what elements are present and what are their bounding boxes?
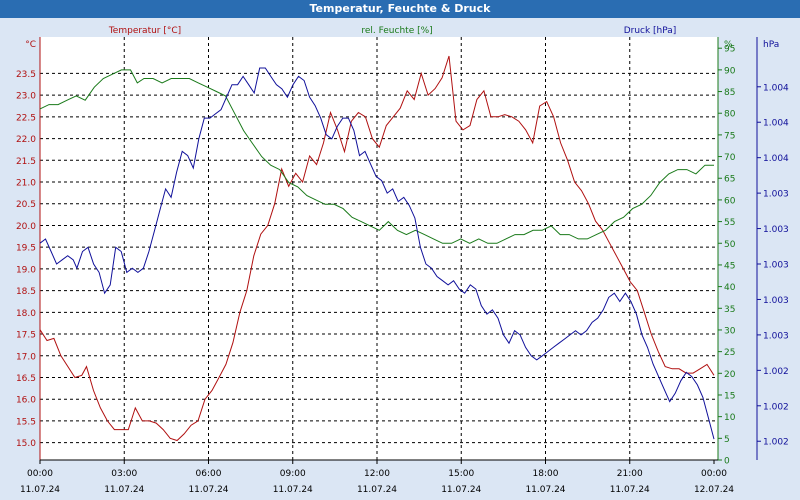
pressure-tick-label: 1.002	[763, 367, 789, 377]
humidity-axis-label: rel. Feuchte [%]	[361, 26, 432, 36]
pressure-tick-label: 1.004	[763, 119, 789, 129]
humidity-series-line	[39, 69, 714, 244]
humidity-tick-label: 30	[724, 326, 736, 336]
temperature-axis-label: Temperatur [°C]	[108, 26, 181, 36]
pressure-unit: hPa	[763, 40, 779, 50]
temperature-tick-label: 15.0	[16, 439, 36, 449]
humidity-tick-label: 25	[724, 348, 735, 358]
chart-title: Temperatur, Feuchte & Druck	[0, 0, 800, 18]
temperature-tick-label: 19.5	[16, 244, 36, 254]
temperature-tick-label: 21.0	[16, 179, 36, 189]
temperature-tick-label: 15.5	[16, 417, 36, 427]
x-tick-date: 11.07.24	[610, 485, 650, 495]
humidity-tick-label: 80	[724, 110, 736, 120]
x-tick-date: 11.07.24	[525, 485, 565, 495]
x-tick-time: 15:00	[448, 469, 474, 479]
humidity-tick-label: 55	[724, 218, 735, 228]
x-tick-date: 11.07.24	[273, 485, 313, 495]
humidity-tick-label: 65	[724, 175, 735, 185]
temperature-tick-label: 20.0	[16, 222, 36, 232]
x-tick-time: 00:00	[27, 469, 53, 479]
x-tick-time: 21:00	[617, 469, 643, 479]
pressure-axis-label: Druck [hPa]	[624, 26, 677, 36]
humidity-unit: %	[724, 40, 733, 50]
humidity-tick-label: 35	[724, 305, 735, 315]
x-tick-time: 12:00	[364, 469, 390, 479]
temperature-unit: °C	[25, 40, 36, 50]
temperature-tick-label: 21.5	[16, 157, 36, 167]
x-tick-date: 11.07.24	[441, 485, 481, 495]
humidity-tick-label: 40	[724, 283, 736, 293]
pressure-tick-label: 1.004	[763, 154, 789, 164]
humidity-tick-label: 20	[724, 370, 736, 380]
humidity-tick-label: 70	[724, 153, 736, 163]
x-tick-date: 11.07.24	[188, 485, 228, 495]
x-tick-date: 11.07.24	[20, 485, 60, 495]
humidity-tick-label: 85	[724, 88, 735, 98]
x-tick-time: 03:00	[111, 469, 137, 479]
temperature-tick-label: 17.0	[16, 352, 36, 362]
humidity-tick-label: 45	[724, 261, 735, 271]
temperature-tick-label: 16.0	[16, 396, 36, 406]
temperature-tick-label: 23.0	[16, 92, 36, 102]
temperature-tick-label: 20.5	[16, 200, 36, 210]
x-tick-date: 12.07.24	[694, 485, 734, 495]
x-tick-time: 18:00	[533, 469, 559, 479]
temperature-series-line	[39, 55, 715, 442]
pressure-tick-label: 1.003	[763, 190, 789, 200]
pressure-tick-label: 1.003	[763, 225, 789, 235]
temperature-tick-label: 22.0	[16, 135, 36, 145]
x-tick-date: 11.07.24	[357, 485, 397, 495]
x-tick-time: 00:00	[701, 469, 727, 479]
humidity-tick-label: 10	[724, 413, 736, 423]
temperature-tick-label: 23.5	[16, 70, 36, 80]
humidity-tick-label: 50	[724, 240, 736, 250]
pressure-tick-label: 1.003	[763, 331, 789, 341]
pressure-tick-label: 1.002	[763, 402, 789, 412]
pressure-tick-label: 1.003	[763, 296, 789, 306]
humidity-tick-label: 60	[724, 196, 736, 206]
temperature-tick-label: 17.5	[16, 331, 36, 341]
pressure-tick-label: 1.002	[763, 438, 789, 448]
x-tick-time: 09:00	[280, 469, 306, 479]
temperature-tick-label: 18.0	[16, 309, 36, 319]
humidity-tick-label: 95	[724, 45, 735, 55]
plot-area	[40, 37, 718, 460]
pressure-tick-label: 1.004	[763, 83, 789, 93]
temperature-tick-label: 18.5	[16, 287, 36, 297]
x-tick-time: 06:00	[196, 469, 222, 479]
temperature-tick-label: 16.5	[16, 374, 36, 384]
humidity-tick-label: 15	[724, 391, 735, 401]
humidity-tick-label: 0	[724, 457, 730, 467]
pressure-series-line	[39, 67, 715, 440]
humidity-tick-label: 5	[724, 435, 730, 445]
temperature-tick-label: 22.5	[16, 113, 36, 123]
x-tick-date: 11.07.24	[104, 485, 144, 495]
temperature-tick-label: 19.0	[16, 265, 36, 275]
humidity-tick-label: 75	[724, 131, 735, 141]
pressure-tick-label: 1.003	[763, 261, 789, 271]
humidity-tick-label: 90	[724, 66, 736, 76]
